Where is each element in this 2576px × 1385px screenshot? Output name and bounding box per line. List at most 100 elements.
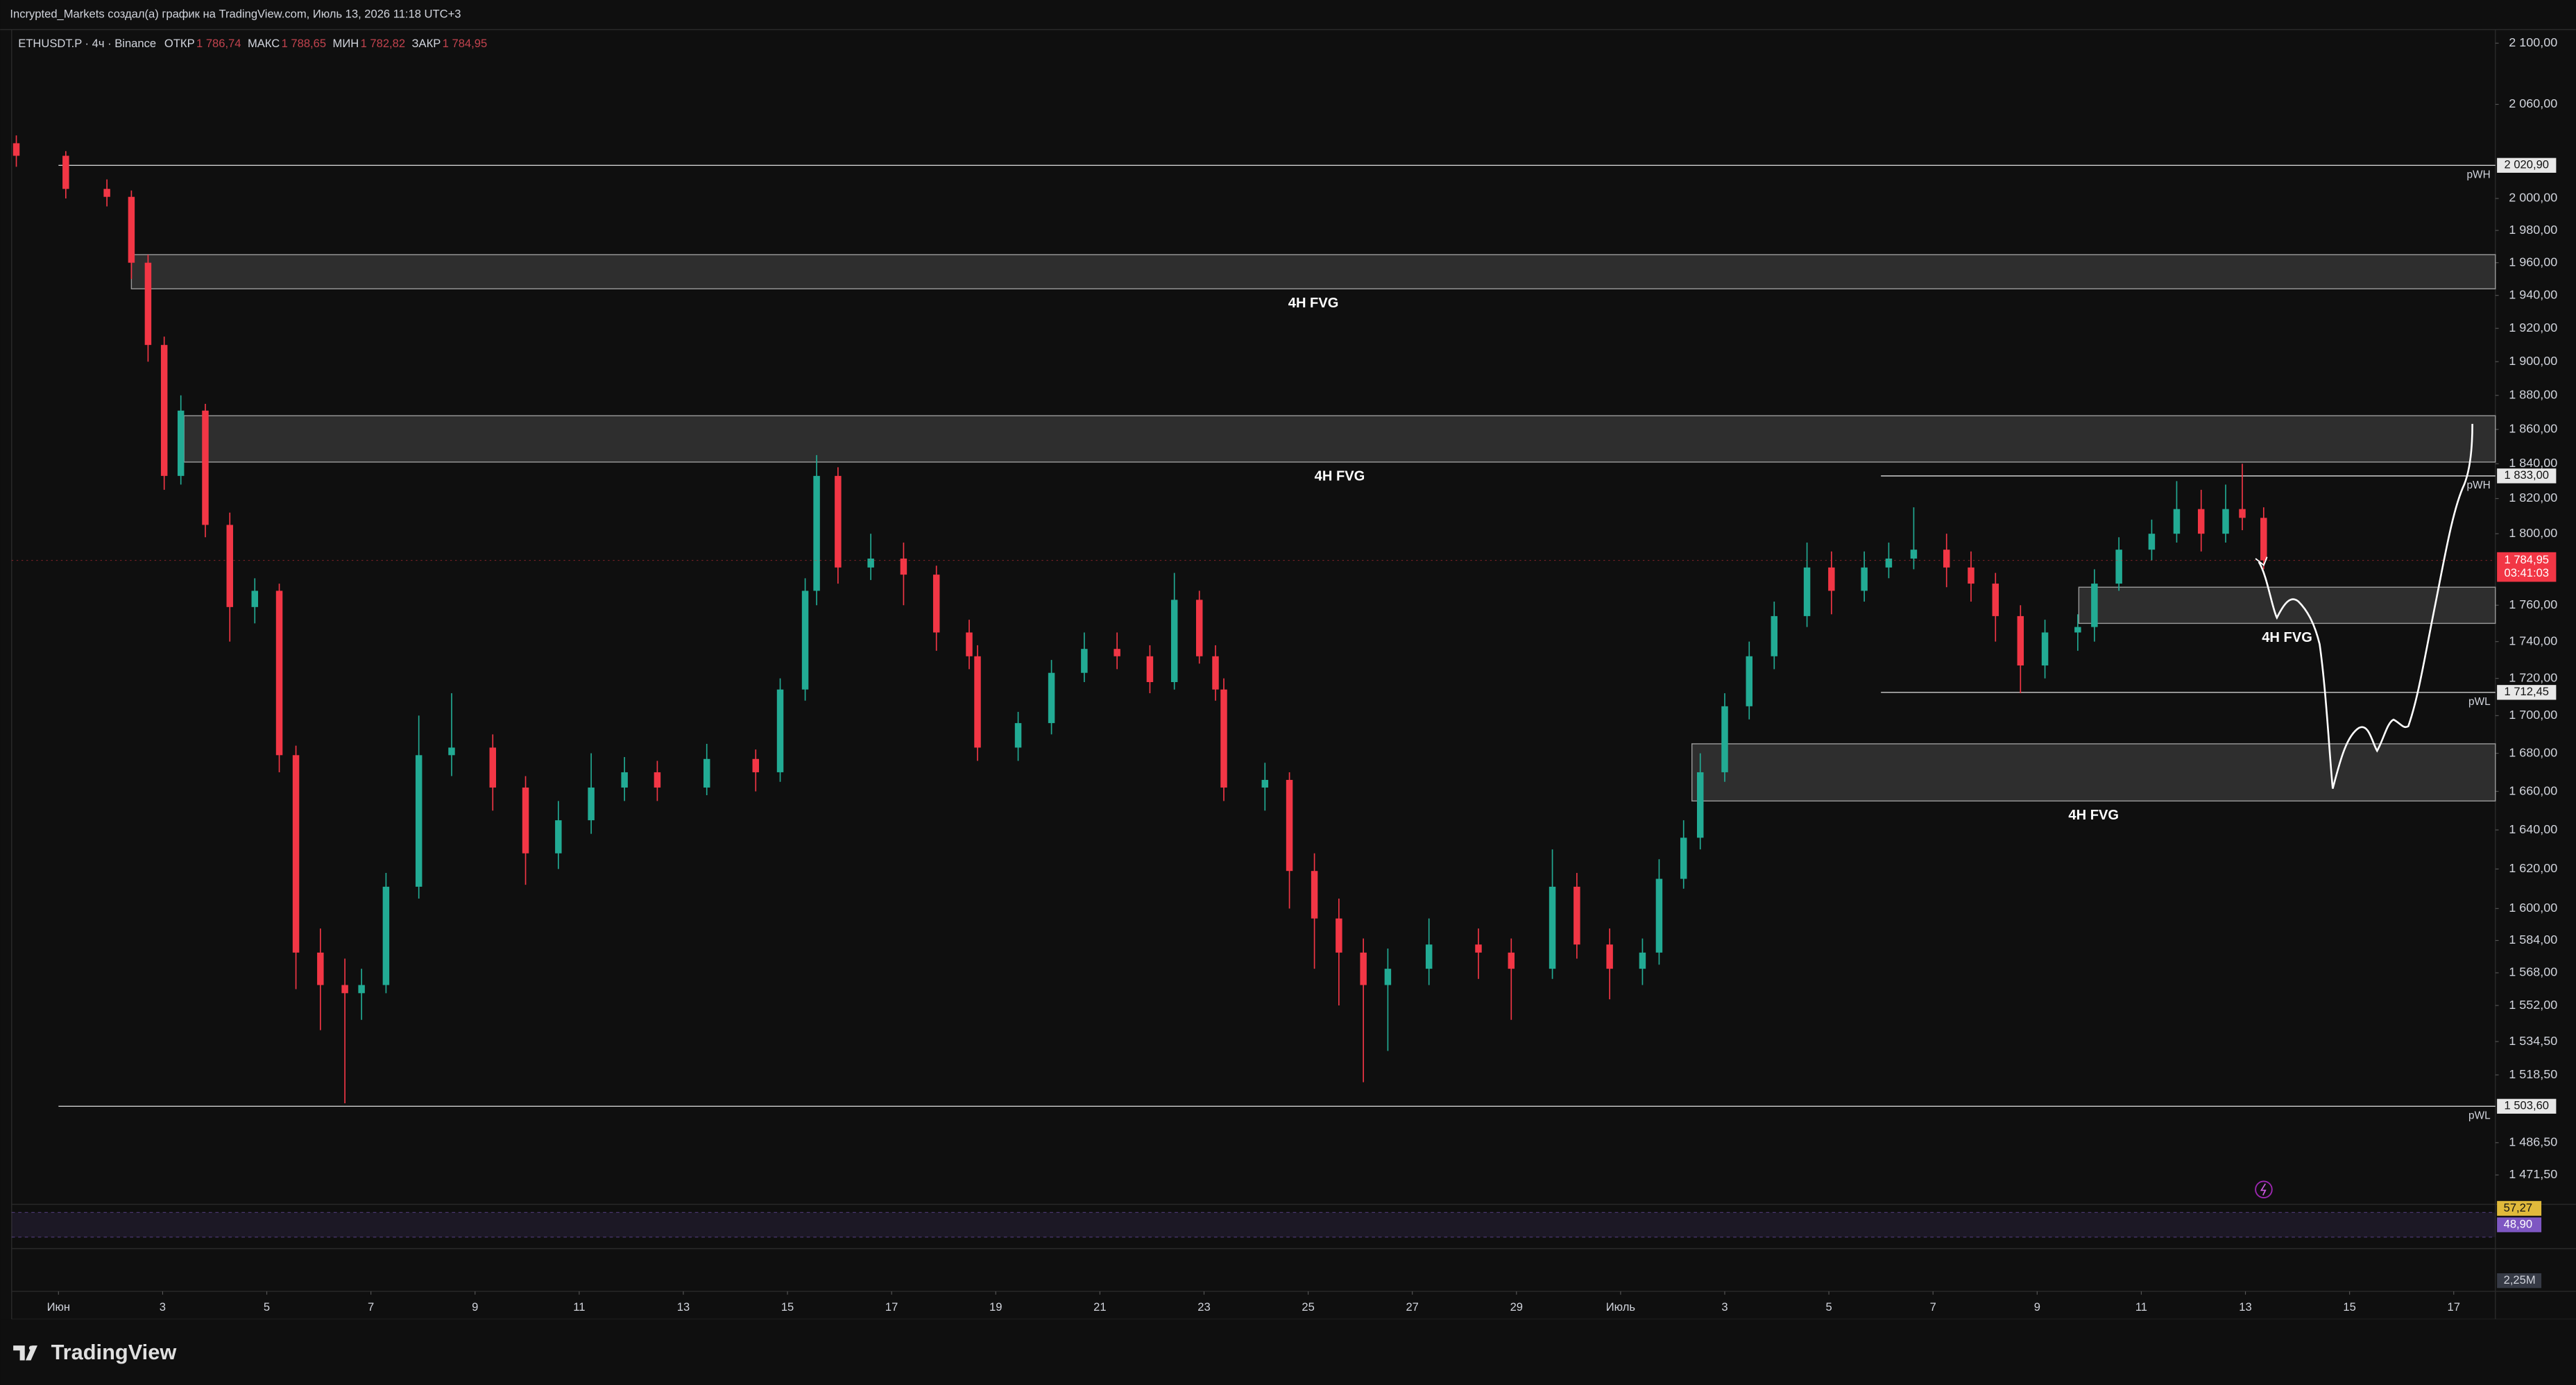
candle-body xyxy=(932,575,940,633)
candle-body xyxy=(202,410,209,525)
candle-body xyxy=(1639,952,1646,969)
projection-path xyxy=(2258,423,2473,789)
volume-label: 2,25M xyxy=(2504,1273,2536,1286)
candle-body xyxy=(588,787,595,821)
candle-body xyxy=(103,189,110,197)
rsi-label-box xyxy=(2497,1217,2542,1232)
candle-body xyxy=(2074,627,2081,633)
y-tick-label: 1 568,00 xyxy=(2509,965,2557,979)
x-tick-label: 15 xyxy=(2343,1300,2355,1314)
legend-key: ЗАКР xyxy=(412,37,441,50)
candle-body xyxy=(2017,615,2024,666)
x-tick-label: 29 xyxy=(1510,1300,1523,1314)
candle-body xyxy=(2173,509,2181,534)
x-tick-label: 3 xyxy=(160,1300,166,1314)
candle-body xyxy=(1384,969,1392,985)
y-tick-label: 1 960,00 xyxy=(2509,255,2557,269)
fvg-label: 4H FVG xyxy=(2068,808,2119,823)
candle-body xyxy=(555,820,562,853)
candle-body xyxy=(1195,600,1203,656)
level-name: pWL xyxy=(2468,696,2491,708)
last-price-box xyxy=(2497,552,2557,582)
candle-body xyxy=(1606,944,1613,969)
level-price-label: 1 503,60 xyxy=(2505,1099,2549,1112)
candle-body xyxy=(128,196,135,263)
candle-body xyxy=(1286,779,1293,872)
y-tick-label: 1 800,00 xyxy=(2509,526,2557,540)
y-tick-label: 1 980,00 xyxy=(2509,223,2557,237)
legend-key: ОТКР xyxy=(164,37,195,50)
y-tick-label: 1 880,00 xyxy=(2509,387,2557,401)
candle-body xyxy=(1968,567,1974,584)
candle-body xyxy=(1261,779,1269,788)
candle-body xyxy=(703,758,710,788)
candle-body xyxy=(1655,878,1663,953)
y-tick-label: 1 584,00 xyxy=(2509,933,2557,946)
candle-body xyxy=(2222,509,2229,534)
x-tick-label: 9 xyxy=(2034,1300,2040,1314)
candle-body xyxy=(900,558,907,575)
y-tick-label: 1 720,00 xyxy=(2509,670,2557,684)
y-tick-label: 1 600,00 xyxy=(2509,901,2557,915)
level-name: pWH xyxy=(2467,169,2491,181)
plot: 2 100,00 2 060,00 2 000,00 1 980,00 1 960,00… xyxy=(11,35,2557,1314)
candle-body xyxy=(1771,615,1778,656)
candle-body xyxy=(358,985,365,994)
candle-body xyxy=(292,755,300,953)
candle-body xyxy=(1475,944,1482,953)
level-price-label: 1 833,00 xyxy=(2505,468,2549,482)
candle-body xyxy=(1114,649,1120,656)
x-tick-label: Июн xyxy=(47,1300,70,1314)
y-tick-label: 1 860,00 xyxy=(2509,422,2557,436)
y-tick-label: 1 552,00 xyxy=(2509,998,2557,1012)
candle-body xyxy=(1721,706,1728,772)
volume-label-box xyxy=(2497,1273,2542,1289)
candle-body xyxy=(752,758,760,772)
x-tick-label: Июль xyxy=(1606,1300,1635,1314)
fvg-label: 4H FVG xyxy=(1315,469,1365,484)
candle-body xyxy=(1220,689,1227,788)
x-tick-label: 23 xyxy=(1197,1300,1210,1314)
alert-icon[interactable] xyxy=(2255,1180,2273,1199)
candle-body xyxy=(1828,567,1835,591)
candle-body xyxy=(1861,567,1868,591)
level-price-box xyxy=(2497,685,2557,700)
level-name: pWH xyxy=(2467,479,2491,491)
logo-text: TradingView xyxy=(51,1340,177,1364)
candle-body xyxy=(341,985,348,994)
x-tick-label: 11 xyxy=(2135,1300,2147,1314)
y-tick-label: 2 060,00 xyxy=(2509,96,2557,110)
candle-body xyxy=(1573,886,1580,945)
fvg-label: 4H FVG xyxy=(2262,630,2312,645)
candle-body xyxy=(1146,656,1154,683)
candle-body xyxy=(2198,509,2205,534)
candle-body xyxy=(1885,558,1893,568)
x-tick-label: 7 xyxy=(1930,1300,1936,1314)
candle-body xyxy=(1508,952,1515,969)
candle-body xyxy=(251,590,259,607)
x-tick-label: 19 xyxy=(989,1300,1002,1314)
legend-value: 1 782,82 xyxy=(361,37,405,50)
y-tick-label: 1 486,50 xyxy=(2509,1135,2557,1149)
candle-body xyxy=(522,787,529,853)
candle-body xyxy=(654,772,661,788)
alert-icon-bolt xyxy=(2260,1183,2267,1196)
legend-key: МАКС xyxy=(248,37,280,50)
candle-body xyxy=(1048,672,1055,724)
y-tick-label: 1 640,00 xyxy=(2509,822,2557,836)
footer xyxy=(0,1319,2576,1385)
candle-body xyxy=(2260,518,2267,561)
candle-body xyxy=(813,475,820,591)
x-tick-label: 5 xyxy=(264,1300,270,1314)
level-price-box xyxy=(2497,1098,2557,1114)
candle-body xyxy=(382,886,390,985)
x-tick-label: 25 xyxy=(1302,1300,1314,1314)
candle-body xyxy=(317,952,324,985)
candle-body xyxy=(966,632,973,656)
candle-body xyxy=(776,689,784,772)
fvg-zone xyxy=(183,415,2496,463)
candle-body xyxy=(1696,772,1704,838)
y-tick-label: 1 840,00 xyxy=(2509,456,2557,470)
rsi-band xyxy=(11,1212,2496,1237)
